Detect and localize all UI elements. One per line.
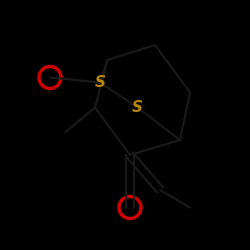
Text: S: S [94,75,106,90]
Text: S: S [132,100,143,115]
